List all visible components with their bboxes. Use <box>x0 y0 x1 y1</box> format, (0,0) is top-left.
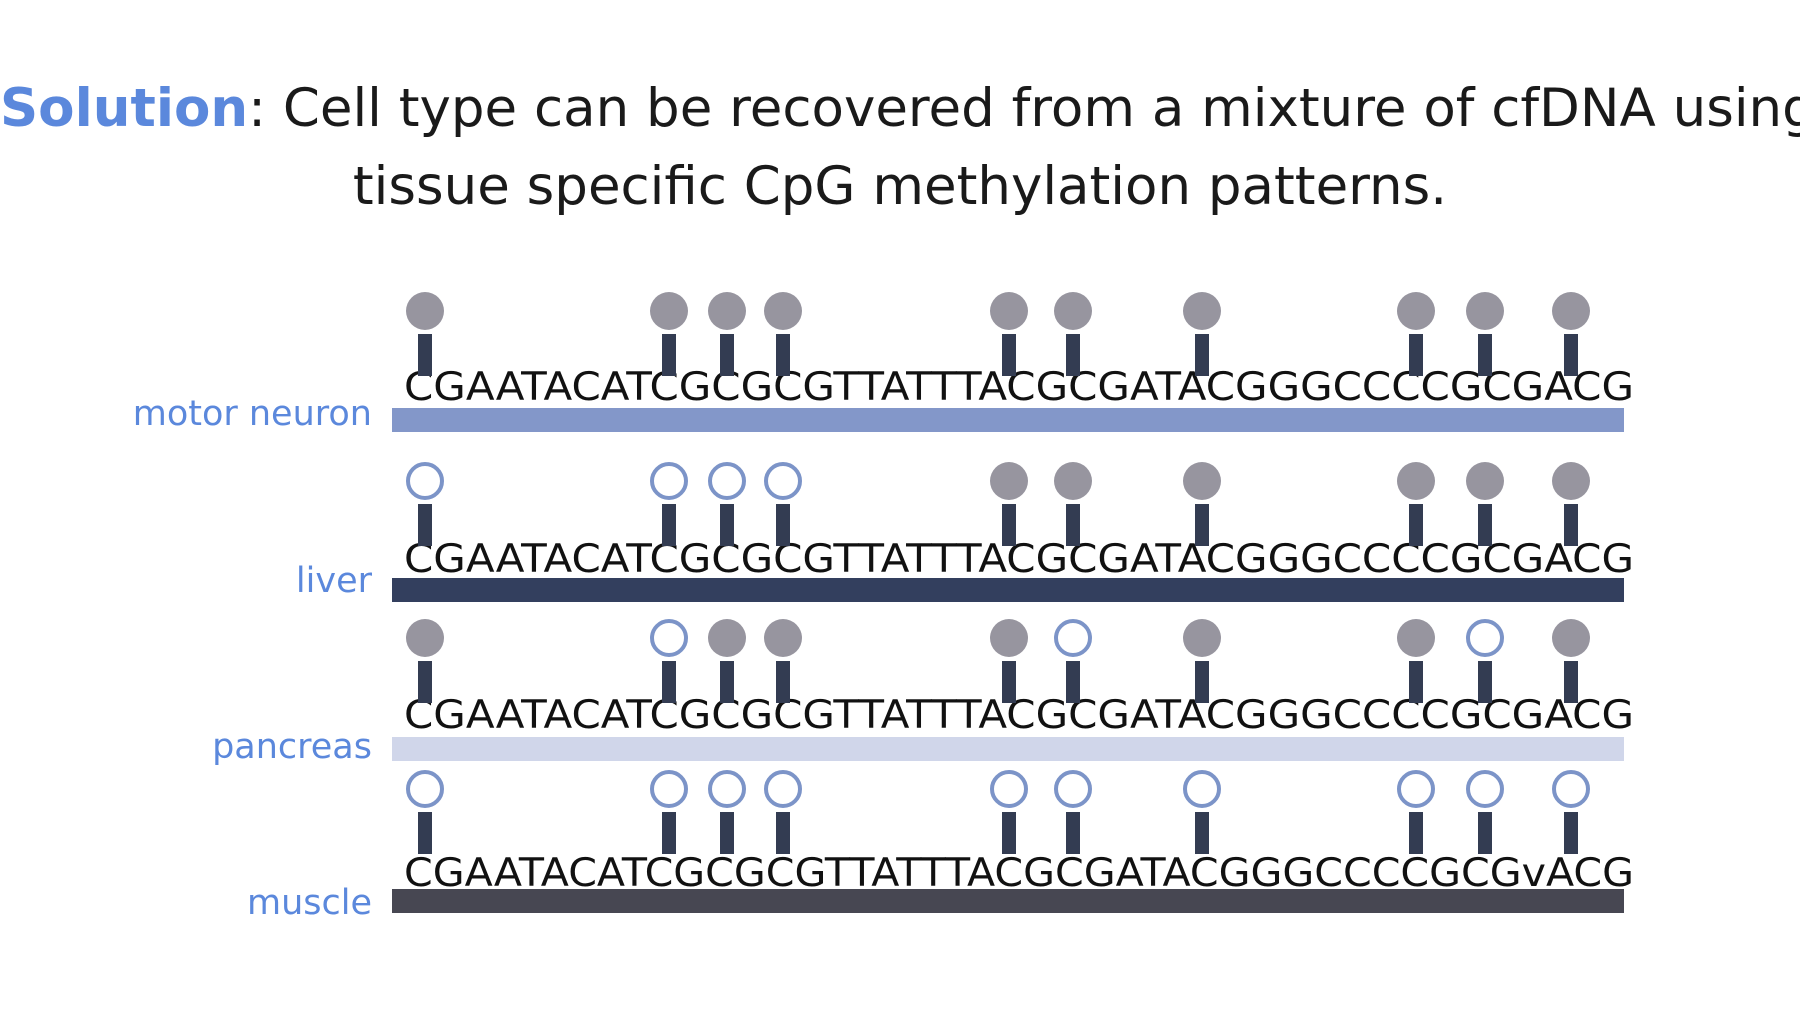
cpg-stem-motor-neuron-3 <box>720 334 734 376</box>
methylated-cpg-icon <box>1466 292 1504 330</box>
cpg-stem-muscle-3 <box>720 812 734 854</box>
cpg-stem-pancreas-4 <box>776 661 790 703</box>
cpg-stem-pancreas-3 <box>720 661 734 703</box>
cpg-stem-motor-neuron-9 <box>1478 334 1492 376</box>
row-label-muscle: muscle <box>247 883 372 923</box>
cpg-stem-muscle-1 <box>418 812 432 854</box>
unmethylated-cpg-icon <box>708 462 746 500</box>
cpg-stem-pancreas-9 <box>1478 661 1492 703</box>
cpg-stem-pancreas-7 <box>1195 661 1209 703</box>
sequence-liver: CGAATACATCGCGCGTTATTTACGCGATACGGGCCCCGCG… <box>404 537 1634 582</box>
cpg-stem-motor-neuron-8 <box>1409 334 1423 376</box>
methylated-cpg-icon <box>406 619 444 657</box>
cpg-stem-pancreas-1 <box>418 661 432 703</box>
methylated-cpg-icon <box>1183 462 1221 500</box>
unmethylated-cpg-icon <box>990 770 1028 808</box>
solution-keyword: Solution <box>0 78 249 139</box>
cpg-stem-motor-neuron-4 <box>776 334 790 376</box>
methylated-cpg-icon <box>1054 462 1092 500</box>
methylated-cpg-icon <box>990 462 1028 500</box>
unmethylated-cpg-icon <box>1054 770 1092 808</box>
cpg-stem-pancreas-5 <box>1002 661 1016 703</box>
cpg-stem-liver-3 <box>720 504 734 546</box>
dna-bar-motor-neuron <box>392 408 1624 432</box>
cpg-stem-muscle-5 <box>1002 812 1016 854</box>
cpg-stem-liver-8 <box>1409 504 1423 546</box>
cpg-stem-motor-neuron-2 <box>662 334 676 376</box>
methylated-cpg-icon <box>1552 619 1590 657</box>
methylated-cpg-icon <box>708 292 746 330</box>
headline-line-1-text: Cell type can be recovered from a mixtur… <box>266 78 1800 139</box>
unmethylated-cpg-icon <box>1552 770 1590 808</box>
cpg-stem-liver-6 <box>1066 504 1080 546</box>
unmethylated-cpg-icon <box>1054 619 1092 657</box>
cpg-stem-liver-4 <box>776 504 790 546</box>
methylated-cpg-icon <box>1183 619 1221 657</box>
methylated-cpg-icon <box>1552 292 1590 330</box>
methylated-cpg-icon <box>1183 292 1221 330</box>
headline: Solution: Cell type can be recovered fro… <box>0 70 1800 226</box>
unmethylated-cpg-icon <box>650 462 688 500</box>
methylated-cpg-icon <box>1552 462 1590 500</box>
cpg-stem-liver-10 <box>1564 504 1578 546</box>
methylated-cpg-icon <box>1397 619 1435 657</box>
methylated-cpg-icon <box>764 619 802 657</box>
unmethylated-cpg-icon <box>406 462 444 500</box>
row-label-liver: liver <box>296 561 373 601</box>
unmethylated-cpg-icon <box>764 462 802 500</box>
sequence-motor-neuron: CGAATACATCGCGCGTTATTTACGCGATACGGGCCCCGCG… <box>404 365 1634 410</box>
sequence-pancreas: CGAATACATCGCGCGTTATTTACGCGATACGGGCCCCGCG… <box>404 693 1634 738</box>
cpg-stem-muscle-2 <box>662 812 676 854</box>
cpg-stem-motor-neuron-5 <box>1002 334 1016 376</box>
headline-line-2: tissue specific CpG methylation patterns… <box>352 156 1448 217</box>
cpg-stem-motor-neuron-7 <box>1195 334 1209 376</box>
cpg-stem-motor-neuron-10 <box>1564 334 1578 376</box>
methylated-cpg-icon <box>1054 292 1092 330</box>
cpg-stem-muscle-10 <box>1564 812 1578 854</box>
unmethylated-cpg-icon <box>650 619 688 657</box>
cpg-stem-muscle-9 <box>1478 812 1492 854</box>
cpg-stem-motor-neuron-1 <box>418 334 432 376</box>
methylated-cpg-icon <box>650 292 688 330</box>
methylated-cpg-icon <box>1466 462 1504 500</box>
row-label-motor-neuron: motor neuron <box>133 394 372 434</box>
cpg-stem-liver-7 <box>1195 504 1209 546</box>
methylated-cpg-icon <box>990 619 1028 657</box>
cpg-stem-pancreas-8 <box>1409 661 1423 703</box>
cpg-stem-muscle-6 <box>1066 812 1080 854</box>
unmethylated-cpg-icon <box>650 770 688 808</box>
methylated-cpg-icon <box>764 292 802 330</box>
headline-line-1: Solution: Cell type can be recovered fro… <box>0 70 1800 148</box>
cpg-stem-pancreas-2 <box>662 661 676 703</box>
cpg-stem-muscle-4 <box>776 812 790 854</box>
methylated-cpg-icon <box>708 619 746 657</box>
unmethylated-cpg-icon <box>406 770 444 808</box>
unmethylated-cpg-icon <box>1466 619 1504 657</box>
methylated-cpg-icon <box>990 292 1028 330</box>
unmethylated-cpg-icon <box>708 770 746 808</box>
cpg-stem-muscle-7 <box>1195 812 1209 854</box>
row-label-pancreas: pancreas <box>212 727 372 767</box>
dna-bar-liver <box>392 578 1624 602</box>
cpg-stem-muscle-8 <box>1409 812 1423 854</box>
cpg-stem-motor-neuron-6 <box>1066 334 1080 376</box>
methylated-cpg-icon <box>406 292 444 330</box>
dna-bar-pancreas <box>392 737 1624 761</box>
headline-separator: : <box>248 78 266 139</box>
dna-bar-muscle <box>392 889 1624 913</box>
unmethylated-cpg-icon <box>1397 770 1435 808</box>
cpg-stem-pancreas-6 <box>1066 661 1080 703</box>
cpg-stem-liver-9 <box>1478 504 1492 546</box>
unmethylated-cpg-icon <box>1183 770 1221 808</box>
cpg-stem-liver-1 <box>418 504 432 546</box>
sequence-muscle: CGAATACATCGCGCGTTATTTACGCGATACGGGCCCCGCG… <box>404 851 1634 896</box>
cpg-stem-liver-2 <box>662 504 676 546</box>
unmethylated-cpg-icon <box>1466 770 1504 808</box>
unmethylated-cpg-icon <box>764 770 802 808</box>
cpg-stem-liver-5 <box>1002 504 1016 546</box>
methylated-cpg-icon <box>1397 292 1435 330</box>
cpg-stem-pancreas-10 <box>1564 661 1578 703</box>
methylated-cpg-icon <box>1397 462 1435 500</box>
